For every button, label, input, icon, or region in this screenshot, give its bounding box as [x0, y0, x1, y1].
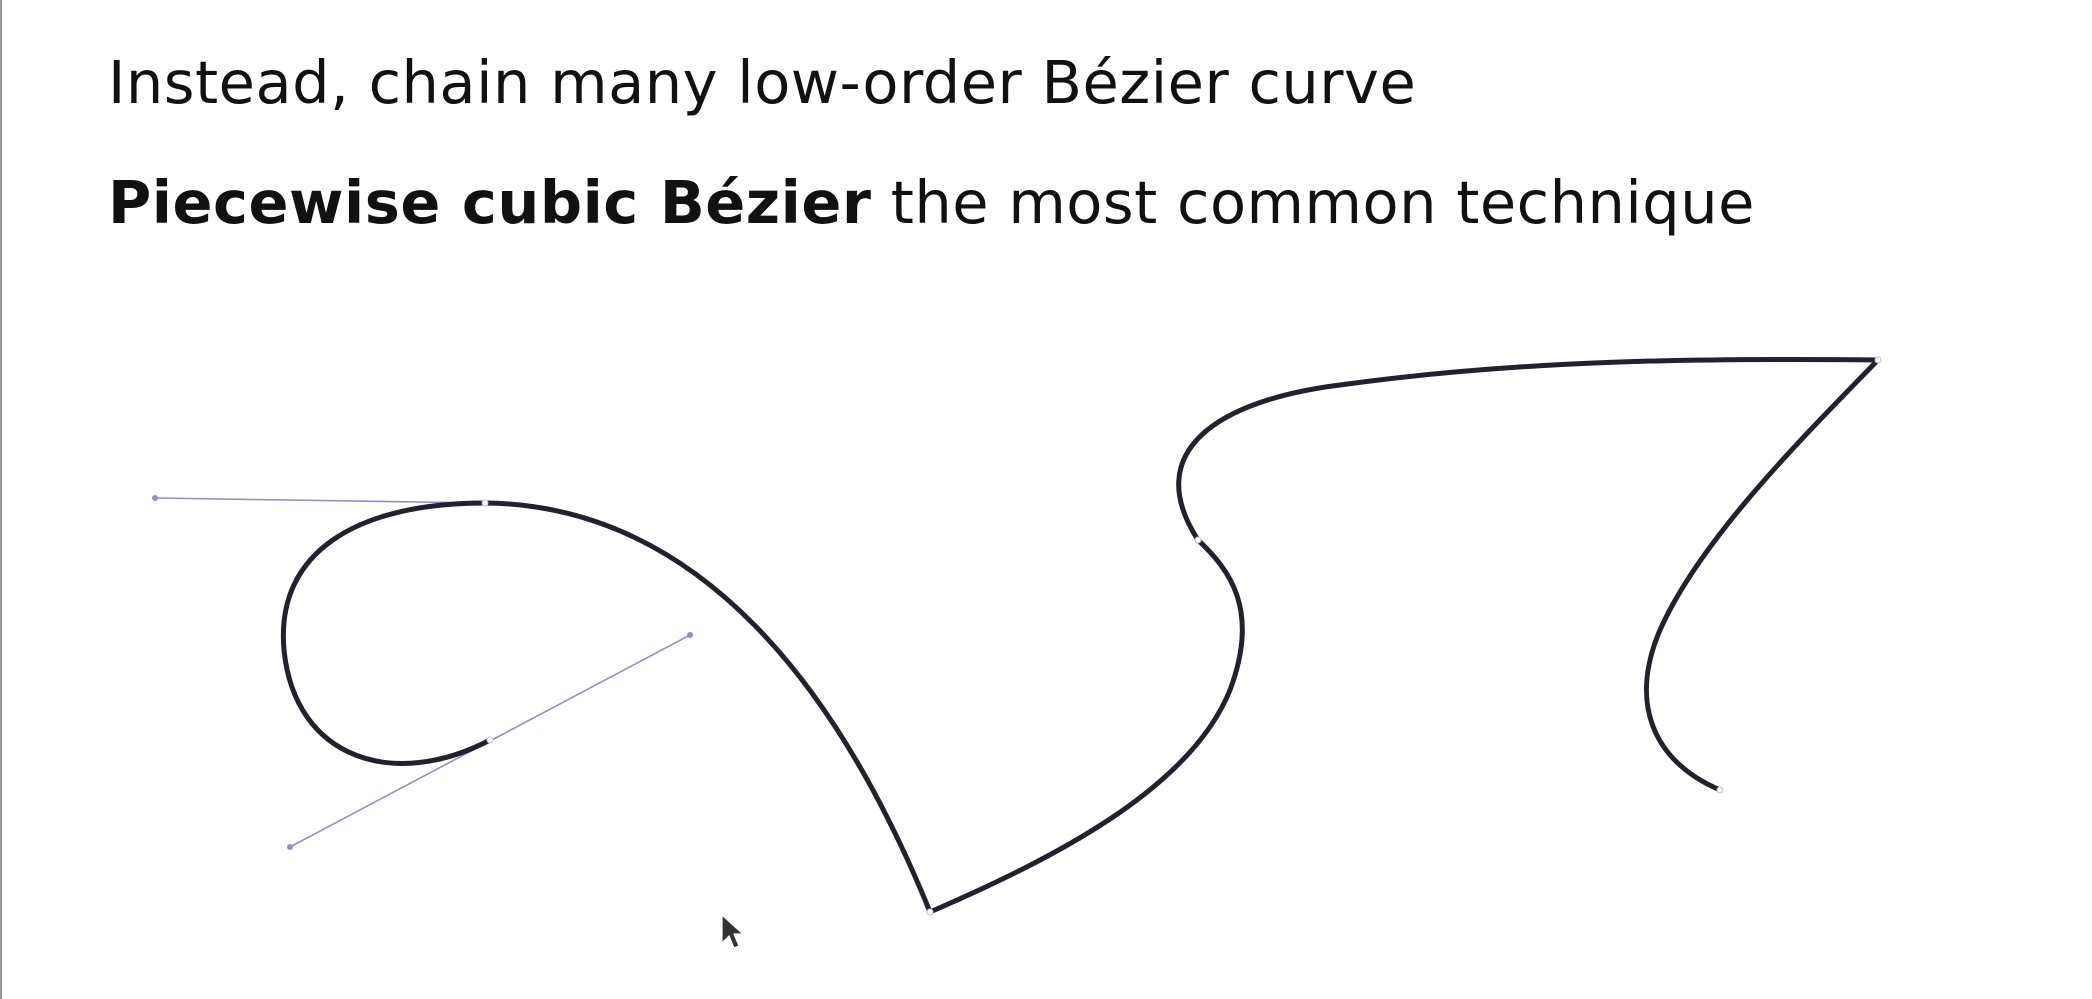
heading-bold-term: Piecewise cubic Bézier — [108, 168, 872, 237]
slide-heading-line-1: Instead, chain many low-order Bézier cur… — [108, 48, 1417, 117]
anchor-point — [486, 736, 494, 744]
piecewise-bezier-curve — [280, 356, 1881, 915]
anchor-point — [1874, 356, 1882, 364]
slide-heading-line-2: Piecewise cubic Bézier the most common t… — [108, 168, 1755, 237]
control-point-top — [152, 495, 158, 501]
anchor-point — [481, 499, 489, 507]
anchor-point — [1716, 786, 1724, 794]
control-point-bottom-left — [287, 844, 293, 850]
anchor-point — [1194, 536, 1202, 544]
control-handle-top — [154, 497, 486, 504]
anchor-point — [926, 908, 934, 916]
mouse-pointer-icon — [721, 913, 745, 949]
heading-rest-text: the most common technique — [871, 168, 1755, 237]
control-point-bottom-right — [687, 632, 693, 638]
slide-left-border — [0, 0, 2, 999]
